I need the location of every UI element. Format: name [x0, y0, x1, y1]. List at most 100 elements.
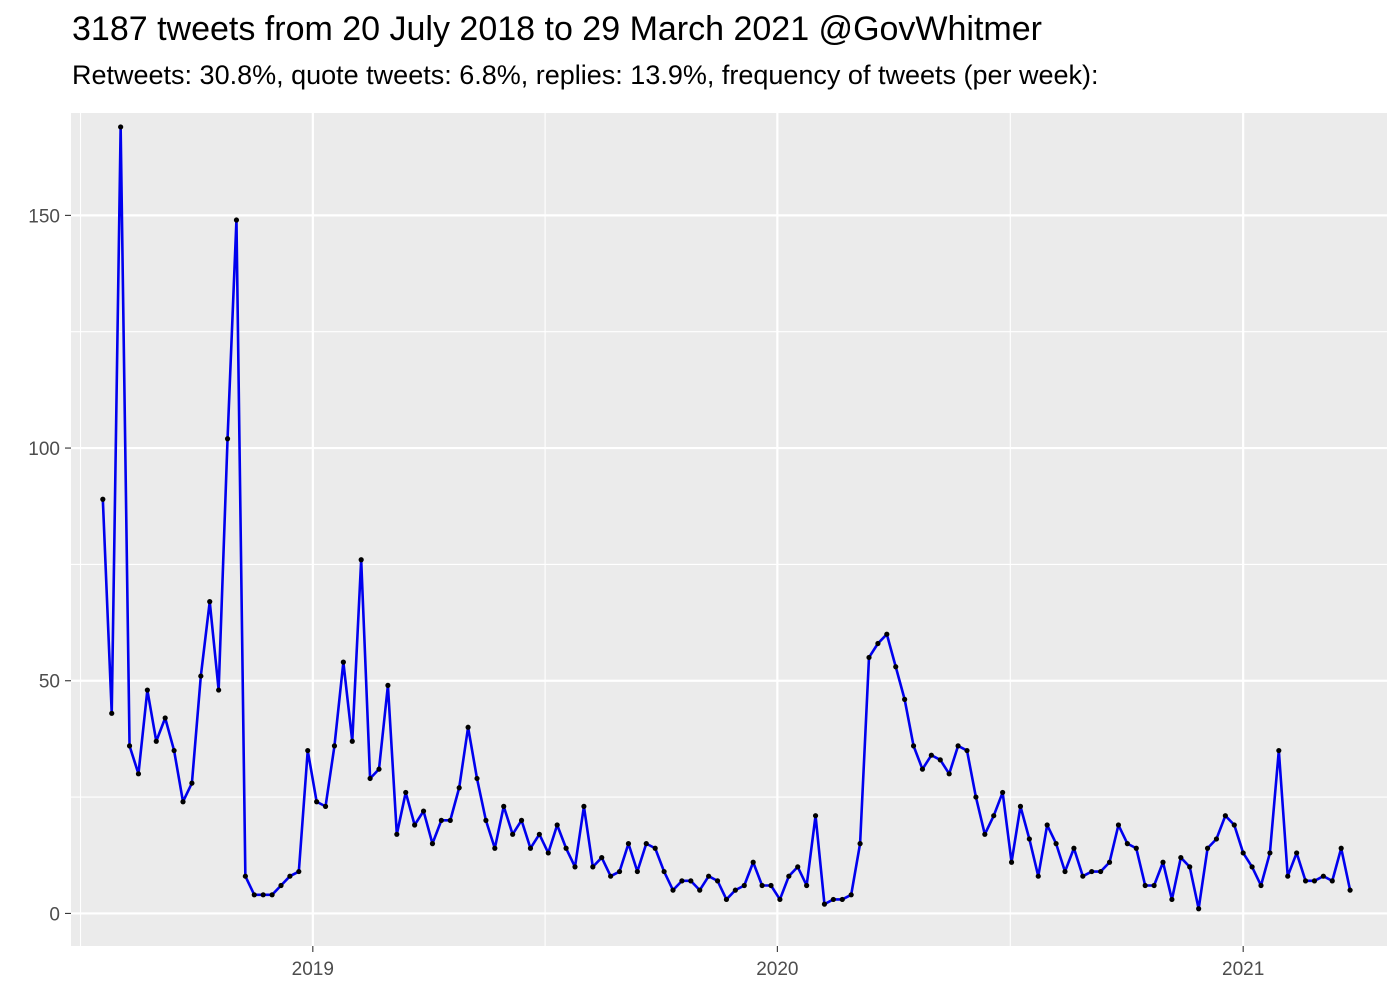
data-point — [910, 743, 917, 749]
data-point — [492, 845, 498, 851]
data-point — [420, 808, 427, 814]
data-point — [902, 696, 908, 702]
data-point — [242, 873, 248, 879]
data-point — [661, 868, 667, 875]
x-tick-label: 2019 — [292, 959, 334, 980]
data-point — [527, 845, 534, 851]
data-point — [1169, 896, 1175, 903]
data-point — [697, 887, 703, 893]
data-point — [1062, 868, 1068, 875]
data-point — [652, 845, 658, 851]
data-point — [118, 124, 124, 130]
data-point — [305, 747, 311, 754]
data-point — [937, 757, 943, 763]
data-point — [1160, 859, 1166, 865]
data-point — [919, 766, 926, 772]
data-point — [634, 868, 640, 875]
data-point — [982, 831, 988, 837]
data-point — [340, 659, 346, 665]
data-point — [706, 873, 712, 879]
data-point — [1115, 822, 1122, 828]
data-point — [1187, 864, 1193, 870]
data-point — [1311, 878, 1318, 884]
data-point — [216, 687, 222, 693]
data-point — [349, 738, 355, 744]
data-point — [314, 799, 320, 805]
data-point — [732, 887, 738, 893]
data-point — [483, 817, 489, 823]
data-point — [741, 882, 747, 889]
data-point — [1320, 873, 1326, 879]
data-point — [777, 896, 783, 903]
data-point — [572, 864, 578, 870]
x-tick-label: 2020 — [756, 959, 798, 980]
data-point — [590, 864, 596, 870]
data-point — [643, 841, 649, 847]
data-point — [1035, 873, 1041, 879]
data-point — [224, 436, 231, 442]
data-point — [376, 766, 382, 772]
y-tick-label: 100 — [28, 439, 60, 460]
data-point — [1302, 878, 1309, 884]
data-point — [100, 496, 106, 502]
data-point — [1249, 864, 1255, 870]
data-point — [180, 799, 186, 805]
y-tick-label: 150 — [28, 206, 60, 227]
data-point — [1044, 822, 1050, 828]
data-point — [474, 775, 480, 782]
data-point — [1071, 845, 1077, 851]
data-point — [153, 738, 159, 744]
data-point — [1222, 813, 1228, 819]
data-point — [973, 794, 979, 800]
data-point — [795, 864, 801, 870]
data-point — [465, 724, 471, 730]
data-point — [1106, 859, 1113, 865]
data-point — [287, 873, 293, 879]
data-point — [893, 664, 899, 670]
data-point — [358, 557, 364, 563]
data-point — [412, 822, 418, 828]
y-tick-label: 0 — [49, 904, 60, 925]
data-point — [563, 845, 569, 851]
data-point — [144, 687, 150, 693]
data-point — [1231, 822, 1237, 828]
data-point — [812, 813, 819, 819]
data-point — [403, 789, 409, 796]
data-point — [625, 841, 632, 847]
data-point — [955, 743, 961, 749]
data-point — [1000, 789, 1006, 796]
data-point — [518, 817, 525, 823]
data-point — [1276, 747, 1282, 754]
data-point — [536, 831, 542, 837]
chart-title: 3187 tweets from 20 July 2018 to 29 Marc… — [72, 10, 1042, 48]
data-point — [1151, 882, 1157, 889]
data-point — [1338, 845, 1344, 851]
data-point — [545, 850, 551, 856]
data-point — [759, 882, 765, 889]
plot-panel — [71, 113, 1387, 946]
data-point — [750, 859, 756, 865]
data-point — [501, 803, 507, 809]
data-point — [875, 640, 881, 647]
data-point — [1329, 878, 1335, 884]
data-point — [581, 803, 587, 809]
data-point — [1204, 845, 1211, 851]
data-point — [848, 892, 854, 898]
data-point — [198, 673, 204, 679]
data-point — [804, 882, 810, 889]
data-point — [456, 785, 462, 791]
data-point — [1098, 868, 1104, 875]
data-point — [278, 882, 284, 889]
data-point — [1294, 850, 1300, 856]
data-point — [670, 887, 676, 893]
data-point — [1053, 841, 1059, 847]
data-point — [1213, 836, 1220, 842]
y-tick-label: 50 — [39, 672, 60, 693]
data-point — [688, 878, 694, 884]
data-point — [438, 817, 444, 823]
data-point — [233, 217, 240, 223]
data-point — [714, 878, 721, 884]
data-point — [1026, 836, 1032, 842]
data-point — [1267, 850, 1273, 856]
